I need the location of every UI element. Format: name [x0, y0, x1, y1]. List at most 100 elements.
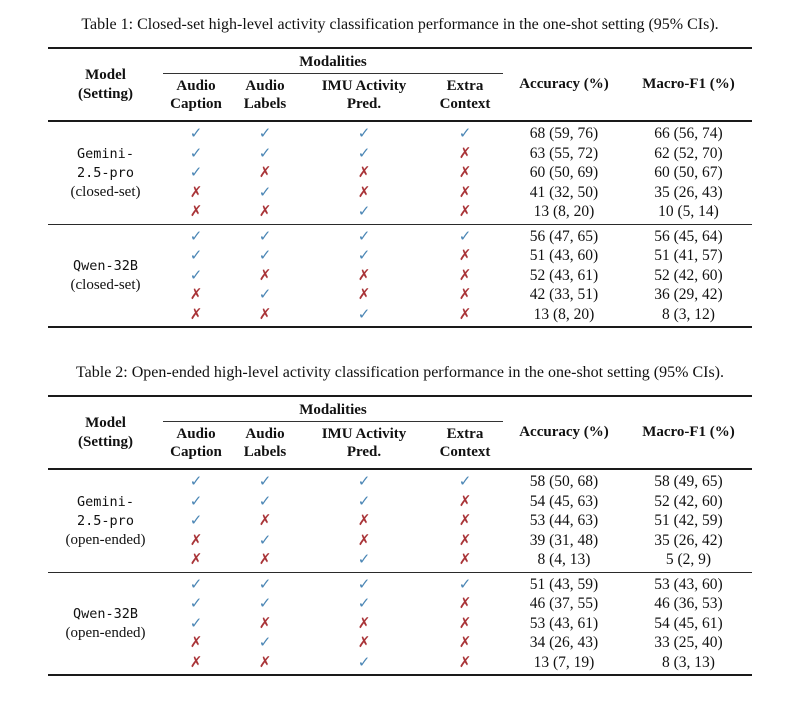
check-icon: ✓ — [357, 550, 371, 568]
column-header-modalities: Modalities — [163, 396, 503, 422]
model-setting-label: Qwen-32B (open-ended) — [48, 572, 163, 675]
data-row: ✓ ✓ ✓ ✗ 46 (37, 55) 46 (36, 53) — [48, 594, 752, 614]
data-row: ✓ ✗ ✗ ✗ 53 (44, 63) 51 (42, 59) — [48, 511, 752, 531]
data-row: ✗ ✓ ✗ ✗ 39 (31, 48) 35 (26, 42) — [48, 531, 752, 551]
cross-icon: ✗ — [189, 285, 203, 303]
cross-icon: ✗ — [458, 182, 472, 201]
check-icon: ✓ — [258, 226, 272, 245]
check-icon: ✓ — [258, 182, 272, 201]
macro-f1-value: 58 (49, 65) — [654, 473, 723, 490]
check-icon: ✓ — [357, 143, 371, 162]
table-1-header: Model (Setting) Modalities Accuracy (%) … — [48, 48, 752, 121]
data-row: ✓ ✓ ✓ ✗ 51 (43, 60) 51 (41, 57) — [48, 246, 752, 266]
cross-icon: ✗ — [258, 304, 272, 323]
macro-f1-value: 46 (36, 53) — [654, 595, 723, 612]
model-setting-line: (open-ended) — [65, 625, 146, 642]
cross-icon: ✗ — [458, 285, 472, 303]
check-icon: ✓ — [189, 265, 203, 284]
data-row: ✗ ✓ ✗ ✗ 34 (26, 43) 33 (25, 40) — [48, 633, 752, 653]
cross-icon: ✗ — [189, 182, 203, 201]
accuracy-value: 41 (32, 50) — [529, 183, 599, 201]
table-1-section-qwen: Qwen-32B (closed-set) ✓ ✓ ✓ ✓ 56 (47, 65) 56 (4… — [48, 224, 752, 327]
table-2: Model (Setting) Modalities Accuracy (%) … — [48, 395, 752, 676]
check-icon: ✓ — [258, 594, 272, 612]
cross-icon: ✗ — [189, 304, 203, 323]
macro-f1-value: 35 (26, 42) — [654, 531, 723, 549]
data-row: ✗ ✗ ✓ ✗ 13 (8, 20) 8 (3, 12) — [48, 305, 752, 328]
accuracy-value: 58 (50, 68) — [529, 473, 599, 490]
check-icon: ✓ — [258, 143, 272, 162]
column-header-accuracy: Accuracy (%) — [519, 424, 609, 440]
accuracy-value: 51 (43, 60) — [529, 247, 599, 264]
accuracy-value: 53 (44, 63) — [529, 512, 599, 529]
check-icon: ✓ — [189, 226, 203, 245]
model-setting-label: Gemini- 2.5-pro (closed-set) — [48, 121, 163, 224]
check-icon: ✓ — [189, 124, 203, 142]
check-icon: ✓ — [189, 511, 203, 529]
column-header-model: Model (Setting) — [48, 396, 163, 469]
table-1-caption: Table 1: Closed-set high-level activity … — [81, 16, 719, 33]
cross-icon: ✗ — [357, 163, 371, 181]
column-header-extra-context: Extra Context — [439, 78, 491, 112]
cross-icon: ✗ — [458, 265, 472, 284]
cross-icon: ✗ — [258, 613, 272, 632]
accuracy-value: 68 (59, 76) — [529, 125, 599, 142]
data-row: ✓ ✗ ✗ ✗ 60 (50, 69) 60 (50, 67) — [48, 163, 752, 183]
macro-f1-value: 36 (29, 42) — [654, 286, 723, 303]
macro-f1-value: 51 (41, 57) — [654, 247, 723, 264]
cross-icon: ✗ — [458, 511, 472, 529]
check-icon: ✓ — [189, 246, 203, 264]
cross-icon: ✗ — [458, 613, 472, 632]
data-row: Gemini- 2.5-pro (open-ended) ✓ ✓ ✓ ✓ 58 (50, 68… — [48, 469, 752, 548]
check-icon: ✓ — [458, 574, 472, 593]
check-icon: ✓ — [357, 574, 371, 593]
table-2-block: Table 2: Open-ended high-level activity … — [0, 364, 800, 676]
macro-f1-value: 8 (3, 13) — [662, 653, 715, 671]
check-icon: ✓ — [189, 491, 203, 510]
cross-icon: ✗ — [458, 246, 472, 264]
check-icon: ✓ — [258, 491, 272, 510]
cross-icon: ✗ — [258, 265, 272, 284]
cross-icon: ✗ — [189, 633, 203, 651]
cross-icon: ✗ — [357, 285, 371, 303]
check-icon: ✓ — [357, 124, 371, 142]
table-2-wrap: Model (Setting) Modalities Accuracy (%) … — [48, 395, 752, 676]
check-icon: ✓ — [357, 246, 371, 264]
table-2-section-gemini: Gemini- 2.5-pro (open-ended) ✓ ✓ ✓ ✓ 58 (50, 68… — [48, 469, 752, 572]
column-header-macro-f1: Macro-F1 (%) — [642, 76, 735, 92]
accuracy-value: 13 (8, 20) — [533, 305, 595, 323]
accuracy-value: 56 (47, 65) — [529, 227, 599, 245]
accuracy-value: 39 (31, 48) — [529, 531, 599, 549]
data-row: Gemini- 2.5-pro (closed-set) ✓ ✓ ✓ ✓ 68 (59, 76… — [48, 121, 752, 200]
check-icon: ✓ — [258, 530, 272, 549]
accuracy-value: 46 (37, 55) — [529, 595, 599, 612]
cross-icon: ✗ — [357, 613, 371, 632]
accuracy-value: 42 (33, 51) — [529, 286, 599, 303]
check-icon: ✓ — [189, 594, 203, 612]
column-header-macro-f1: Macro-F1 (%) — [642, 424, 735, 440]
cross-icon: ✗ — [258, 511, 272, 529]
cross-icon: ✗ — [357, 182, 371, 201]
cross-icon: ✗ — [258, 652, 272, 671]
data-row: ✓ ✗ ✗ ✗ 52 (43, 61) 52 (42, 60) — [48, 266, 752, 286]
check-icon: ✓ — [357, 594, 371, 612]
model-name-line: Qwen-32B — [72, 258, 139, 275]
macro-f1-value: 56 (45, 64) — [654, 227, 723, 245]
check-icon: ✓ — [189, 472, 203, 490]
cross-icon: ✗ — [189, 530, 203, 549]
check-icon: ✓ — [458, 472, 472, 490]
model-setting-line: (open-ended) — [65, 532, 146, 549]
data-row: ✓ ✓ ✓ ✗ 54 (45, 63) 52 (42, 60) — [48, 492, 752, 512]
column-header-audio-labels: Audio Labels — [243, 78, 287, 112]
macro-f1-value: 62 (52, 70) — [654, 144, 723, 162]
check-icon: ✓ — [357, 652, 371, 671]
cross-icon: ✗ — [357, 511, 371, 529]
model-setting-line: (closed-set) — [70, 277, 141, 294]
cross-icon: ✗ — [189, 550, 203, 568]
check-icon: ✓ — [258, 633, 272, 651]
column-header-audio-caption: Audio Caption — [170, 78, 222, 112]
cross-icon: ✗ — [458, 652, 472, 671]
check-icon: ✓ — [357, 226, 371, 245]
data-row: ✗ ✓ ✗ ✗ 41 (32, 50) 35 (26, 43) — [48, 183, 752, 203]
check-icon: ✓ — [189, 163, 203, 181]
